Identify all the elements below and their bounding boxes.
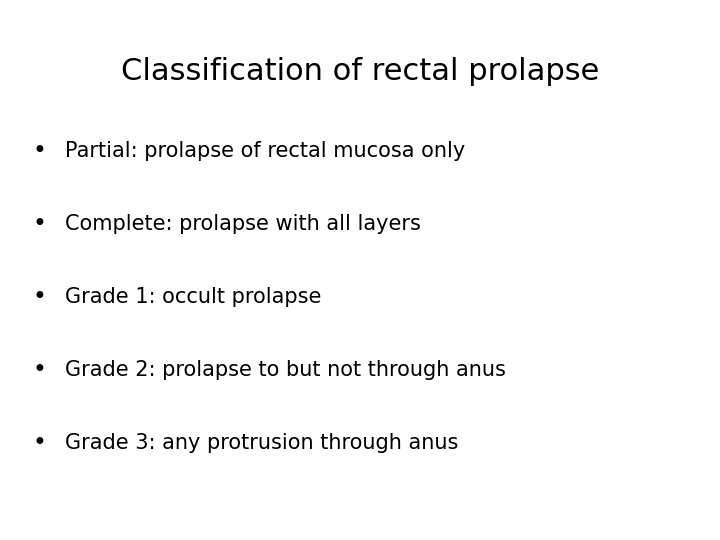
Text: Complete: prolapse with all layers: Complete: prolapse with all layers xyxy=(65,214,420,234)
Text: Classification of rectal prolapse: Classification of rectal prolapse xyxy=(121,57,599,86)
Text: •: • xyxy=(32,285,47,309)
Text: Grade 1: occult prolapse: Grade 1: occult prolapse xyxy=(65,287,321,307)
Text: •: • xyxy=(32,431,47,455)
Text: •: • xyxy=(32,139,47,163)
Text: •: • xyxy=(32,212,47,236)
Text: Grade 2: prolapse to but not through anus: Grade 2: prolapse to but not through anu… xyxy=(65,360,505,380)
Text: Partial: prolapse of rectal mucosa only: Partial: prolapse of rectal mucosa only xyxy=(65,141,465,161)
Text: Grade 3: any protrusion through anus: Grade 3: any protrusion through anus xyxy=(65,433,458,453)
Text: •: • xyxy=(32,358,47,382)
